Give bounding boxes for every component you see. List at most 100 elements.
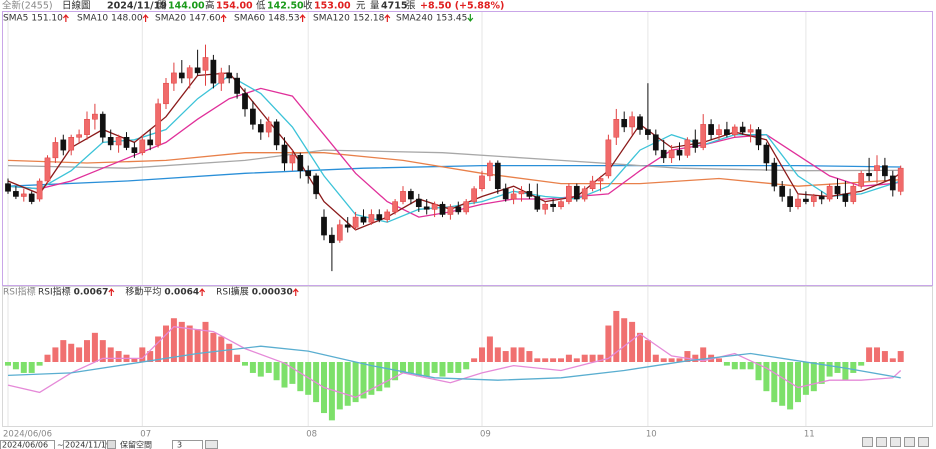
histogram-bar: [439, 362, 446, 377]
space-input[interactable]: [172, 440, 203, 449]
histogram-bar: [242, 362, 248, 366]
candle-body: [107, 137, 114, 146]
candle-body: [866, 173, 872, 177]
candle-body: [210, 59, 217, 84]
start-input[interactable]: [0, 440, 55, 449]
candle-body: [84, 118, 90, 135]
tool-button[interactable]: [862, 437, 873, 447]
candle-body: [652, 134, 659, 151]
histogram-bar: [629, 321, 636, 362]
histogram-bar: [652, 354, 659, 362]
legend-name: 移動平均: [125, 286, 161, 298]
histogram-bar: [352, 362, 359, 403]
histogram-bar: [573, 358, 580, 362]
candle-body: [542, 203, 549, 210]
legend-name: RSI指標: [38, 286, 71, 298]
histogram-bar: [605, 325, 612, 362]
tool-button[interactable]: [876, 437, 887, 447]
candle-body: [739, 126, 746, 133]
candle-body: [573, 185, 580, 200]
candle-body: [13, 191, 19, 197]
candle-body: [273, 121, 280, 146]
histogram-bar: [91, 332, 98, 362]
histogram-bar: [44, 354, 51, 362]
candle-body: [147, 139, 154, 146]
legend-value: 148.00: [111, 14, 143, 24]
candle-body: [589, 180, 596, 190]
candle-body: [558, 201, 564, 208]
histogram-bar: [660, 358, 667, 362]
candle-body: [700, 124, 707, 148]
histogram-bar: [36, 362, 43, 366]
candle-body: [692, 139, 699, 148]
histogram-bar: [668, 358, 675, 362]
legend-name: RSI擴展: [216, 286, 249, 298]
close-label: 收: [303, 0, 313, 12]
histogram-bar: [494, 347, 501, 362]
apply-button[interactable]: [205, 440, 218, 449]
histogram-bar: [360, 362, 367, 399]
candle-body: [755, 129, 762, 146]
candle-body: [234, 77, 240, 94]
candle-body: [400, 191, 406, 202]
calendar-button[interactable]: [107, 440, 116, 449]
space-label: 保留空間: [120, 440, 152, 449]
histogram-bar: [755, 362, 762, 381]
candle-body: [329, 234, 335, 244]
tool-button[interactable]: [918, 437, 929, 447]
histogram-bar: [376, 362, 383, 392]
histogram-bar: [249, 362, 256, 373]
candle-body: [471, 188, 477, 202]
histogram-bar: [518, 347, 525, 362]
histogram-bar: [731, 362, 738, 370]
trend-arrow: [62, 14, 69, 22]
histogram-bar: [163, 325, 169, 362]
candle-body: [376, 214, 383, 220]
histogram-bar: [826, 362, 833, 377]
volume-label: 量: [370, 1, 380, 12]
legend-item: SMA20 147.60: [155, 14, 227, 24]
candle-body: [889, 175, 896, 191]
legend-name: SMA5: [3, 14, 28, 24]
x-tick-label: 07: [140, 430, 151, 440]
end-date: 2024/11/19: [65, 441, 111, 449]
period: 日線圖: [62, 0, 91, 12]
candle-body: [60, 139, 67, 151]
legend-value: 153.45: [436, 14, 468, 24]
histogram-bar: [107, 347, 114, 362]
candle-body: [463, 201, 470, 213]
legend-value: 147.60: [189, 14, 221, 24]
tool-button[interactable]: [890, 437, 901, 447]
histogram-bar: [368, 362, 375, 395]
x-tick-label: 09: [480, 430, 491, 440]
histogram-bar: [874, 347, 880, 362]
legend-item: SMA5 151.10: [3, 14, 69, 24]
histogram-bar: [613, 310, 620, 362]
candle-body: [597, 178, 604, 182]
x-tick-label: 10: [646, 430, 657, 440]
candle-body: [115, 137, 122, 146]
histogram-bar: [431, 362, 438, 373]
candle-body: [5, 183, 11, 192]
legend-value: 0.0064: [164, 288, 199, 298]
candle-body: [850, 185, 857, 202]
candle-body: [629, 116, 635, 128]
end-input[interactable]: [63, 440, 106, 449]
candle-body: [621, 118, 628, 128]
legend-item: RSI指標 0.0067: [38, 286, 115, 298]
candle-body: [779, 185, 786, 197]
candle-body: [408, 191, 414, 200]
candle-body: [818, 196, 825, 200]
histogram-bar: [684, 351, 691, 362]
candle-body: [313, 175, 319, 195]
histogram-bar: [423, 362, 430, 377]
histogram-bar: [210, 332, 217, 362]
legend-item: 移動平均 0.0064: [125, 286, 206, 298]
histogram-bar: [637, 332, 643, 362]
candle-body: [676, 149, 683, 156]
histogram-bar: [84, 340, 90, 362]
candle-body: [479, 175, 485, 190]
tool-button[interactable]: [904, 437, 915, 447]
low-value: 142.50: [267, 1, 304, 12]
